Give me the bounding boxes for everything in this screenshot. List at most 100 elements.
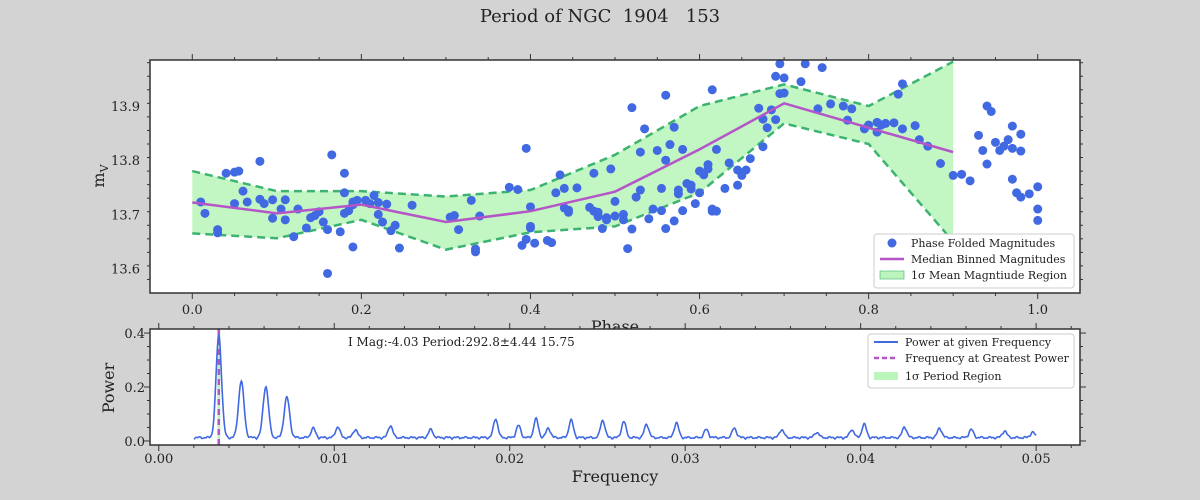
power-tick-label: 0.4 [124,327,145,342]
phase-point [982,159,992,169]
phase-point [826,99,836,109]
phase-point [378,217,387,227]
points-layer [196,59,1043,278]
phase-tick-label: 0.0 [182,303,203,318]
phase-point [318,217,328,227]
phase-point [897,79,907,89]
frequency-axis-label: Frequency [572,467,659,486]
phase-point [1016,146,1026,156]
phase-point [1016,129,1026,139]
phase-tick-label: 0.4 [520,303,541,318]
phase-point [703,160,713,170]
phase-point [1003,135,1013,145]
phase-point [289,232,299,242]
phase-point [521,143,531,153]
phase-point [555,170,565,180]
phase-point [1016,192,1026,202]
frequency-tick-label: 0.02 [495,452,524,467]
phase-point [978,145,988,155]
magnitude-tick-label: 13.6 [111,263,140,278]
legend-peak-label: Frequency at Greatest Power [905,352,1070,365]
phase-point [276,204,286,214]
phase-point [631,192,641,202]
phase-point [259,199,269,209]
phase-plot-frame [149,59,1081,294]
phase-legend: Phase Folded Magnitudes Median Binned Ma… [873,233,1075,289]
phase-point [1007,174,1017,184]
phase-point [238,186,248,196]
phase-point [559,183,569,193]
phase-point [910,121,920,131]
phase-point [796,77,806,87]
frequency-tick-label: 0.00 [144,452,173,467]
phase-point [741,165,751,175]
phase-point [352,195,362,205]
phase-point [974,130,984,140]
phase-point [936,158,945,168]
phase-point [627,103,637,113]
legend-band-label: 1σ Mean Magntiude Region [911,269,1067,282]
phase-point [1033,215,1043,225]
frequency-tick-label: 0.03 [671,452,700,467]
phase-point [547,238,557,248]
phase-point [449,211,459,221]
phase-point [623,244,633,254]
legend-period-swatch [874,372,898,380]
phase-point [390,220,400,230]
legend-points-marker [887,238,897,248]
phase-point [1033,204,1043,214]
phase-plot: 0.0 0.2 0.4 0.6 0.8 1.0 13.6 13.7 13.8 13.9 Phase… [89,54,1083,336]
phase-point [817,63,827,73]
phase-point [335,227,345,237]
phase-point [657,206,666,216]
phase-point [339,188,349,198]
phase-point [213,228,223,238]
legend-power-label: Power at given Frequency [905,336,1052,349]
phase-point [661,224,671,234]
phase-point [1024,189,1034,199]
power-curve-layer [193,329,1037,445]
phase-point [280,195,290,205]
phase-point [1033,182,1043,192]
phase-point [775,59,785,69]
phase-point [200,208,210,218]
phase-point [986,106,996,116]
phase-point [373,198,383,208]
phase-point [779,88,789,98]
phase-point [255,156,265,166]
phase-point [1007,121,1017,131]
phase-point [644,214,654,224]
period-region [217,329,221,445]
phase-point [454,225,464,235]
phase-point [504,182,514,192]
periodogram-legend-box [867,333,1075,389]
phase-point [627,224,637,234]
legend-band-swatch [879,270,905,280]
phase-point [394,243,404,253]
periodogram-frame [149,328,1081,446]
phase-point [665,140,675,150]
phase-point [707,85,717,95]
magnitude-tick-label: 13.8 [111,154,140,169]
phase-point [635,185,645,195]
phase-point [373,209,383,219]
phase-point [635,147,645,157]
phase-point [521,234,531,244]
phase-point [221,168,231,178]
phase-point [1007,143,1017,153]
phase-point [948,170,958,180]
phase-point [382,199,392,209]
median-layer [192,102,954,224]
phase-point [669,122,679,132]
phase-point [230,199,240,209]
phase-point [525,221,535,231]
power-curve [193,333,1037,441]
phase-point [564,205,573,215]
phase-point [965,176,975,186]
phase-point [234,166,244,176]
periodogram-legend: Power at given Frequency Frequency at Gr… [867,333,1075,389]
phase-point [369,190,379,200]
phase-point [572,183,582,193]
phase-point [762,123,772,133]
